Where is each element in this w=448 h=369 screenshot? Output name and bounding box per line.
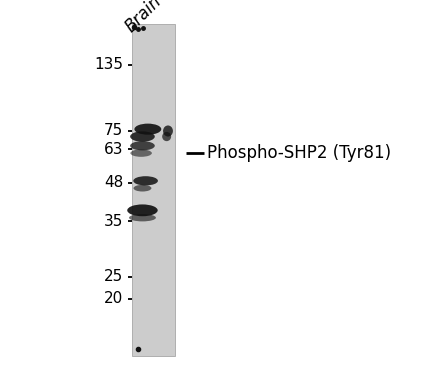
Ellipse shape [163,125,173,137]
Text: 20: 20 [104,292,123,306]
Ellipse shape [162,132,171,141]
Text: Phospho-SHP2 (Tyr81): Phospho-SHP2 (Tyr81) [207,144,391,162]
Text: 35: 35 [104,214,123,229]
Text: 48: 48 [104,175,123,190]
Text: 25: 25 [104,269,123,284]
Text: 75: 75 [104,124,123,138]
Text: Brain: Brain [122,0,165,36]
Ellipse shape [134,176,158,186]
Text: 63: 63 [103,142,123,157]
Ellipse shape [134,185,151,192]
Ellipse shape [127,204,158,216]
Bar [132,24,175,356]
Ellipse shape [130,149,152,157]
Ellipse shape [134,124,161,135]
Ellipse shape [129,214,156,221]
Ellipse shape [130,131,155,142]
Text: 135: 135 [94,57,123,72]
Ellipse shape [130,141,155,151]
